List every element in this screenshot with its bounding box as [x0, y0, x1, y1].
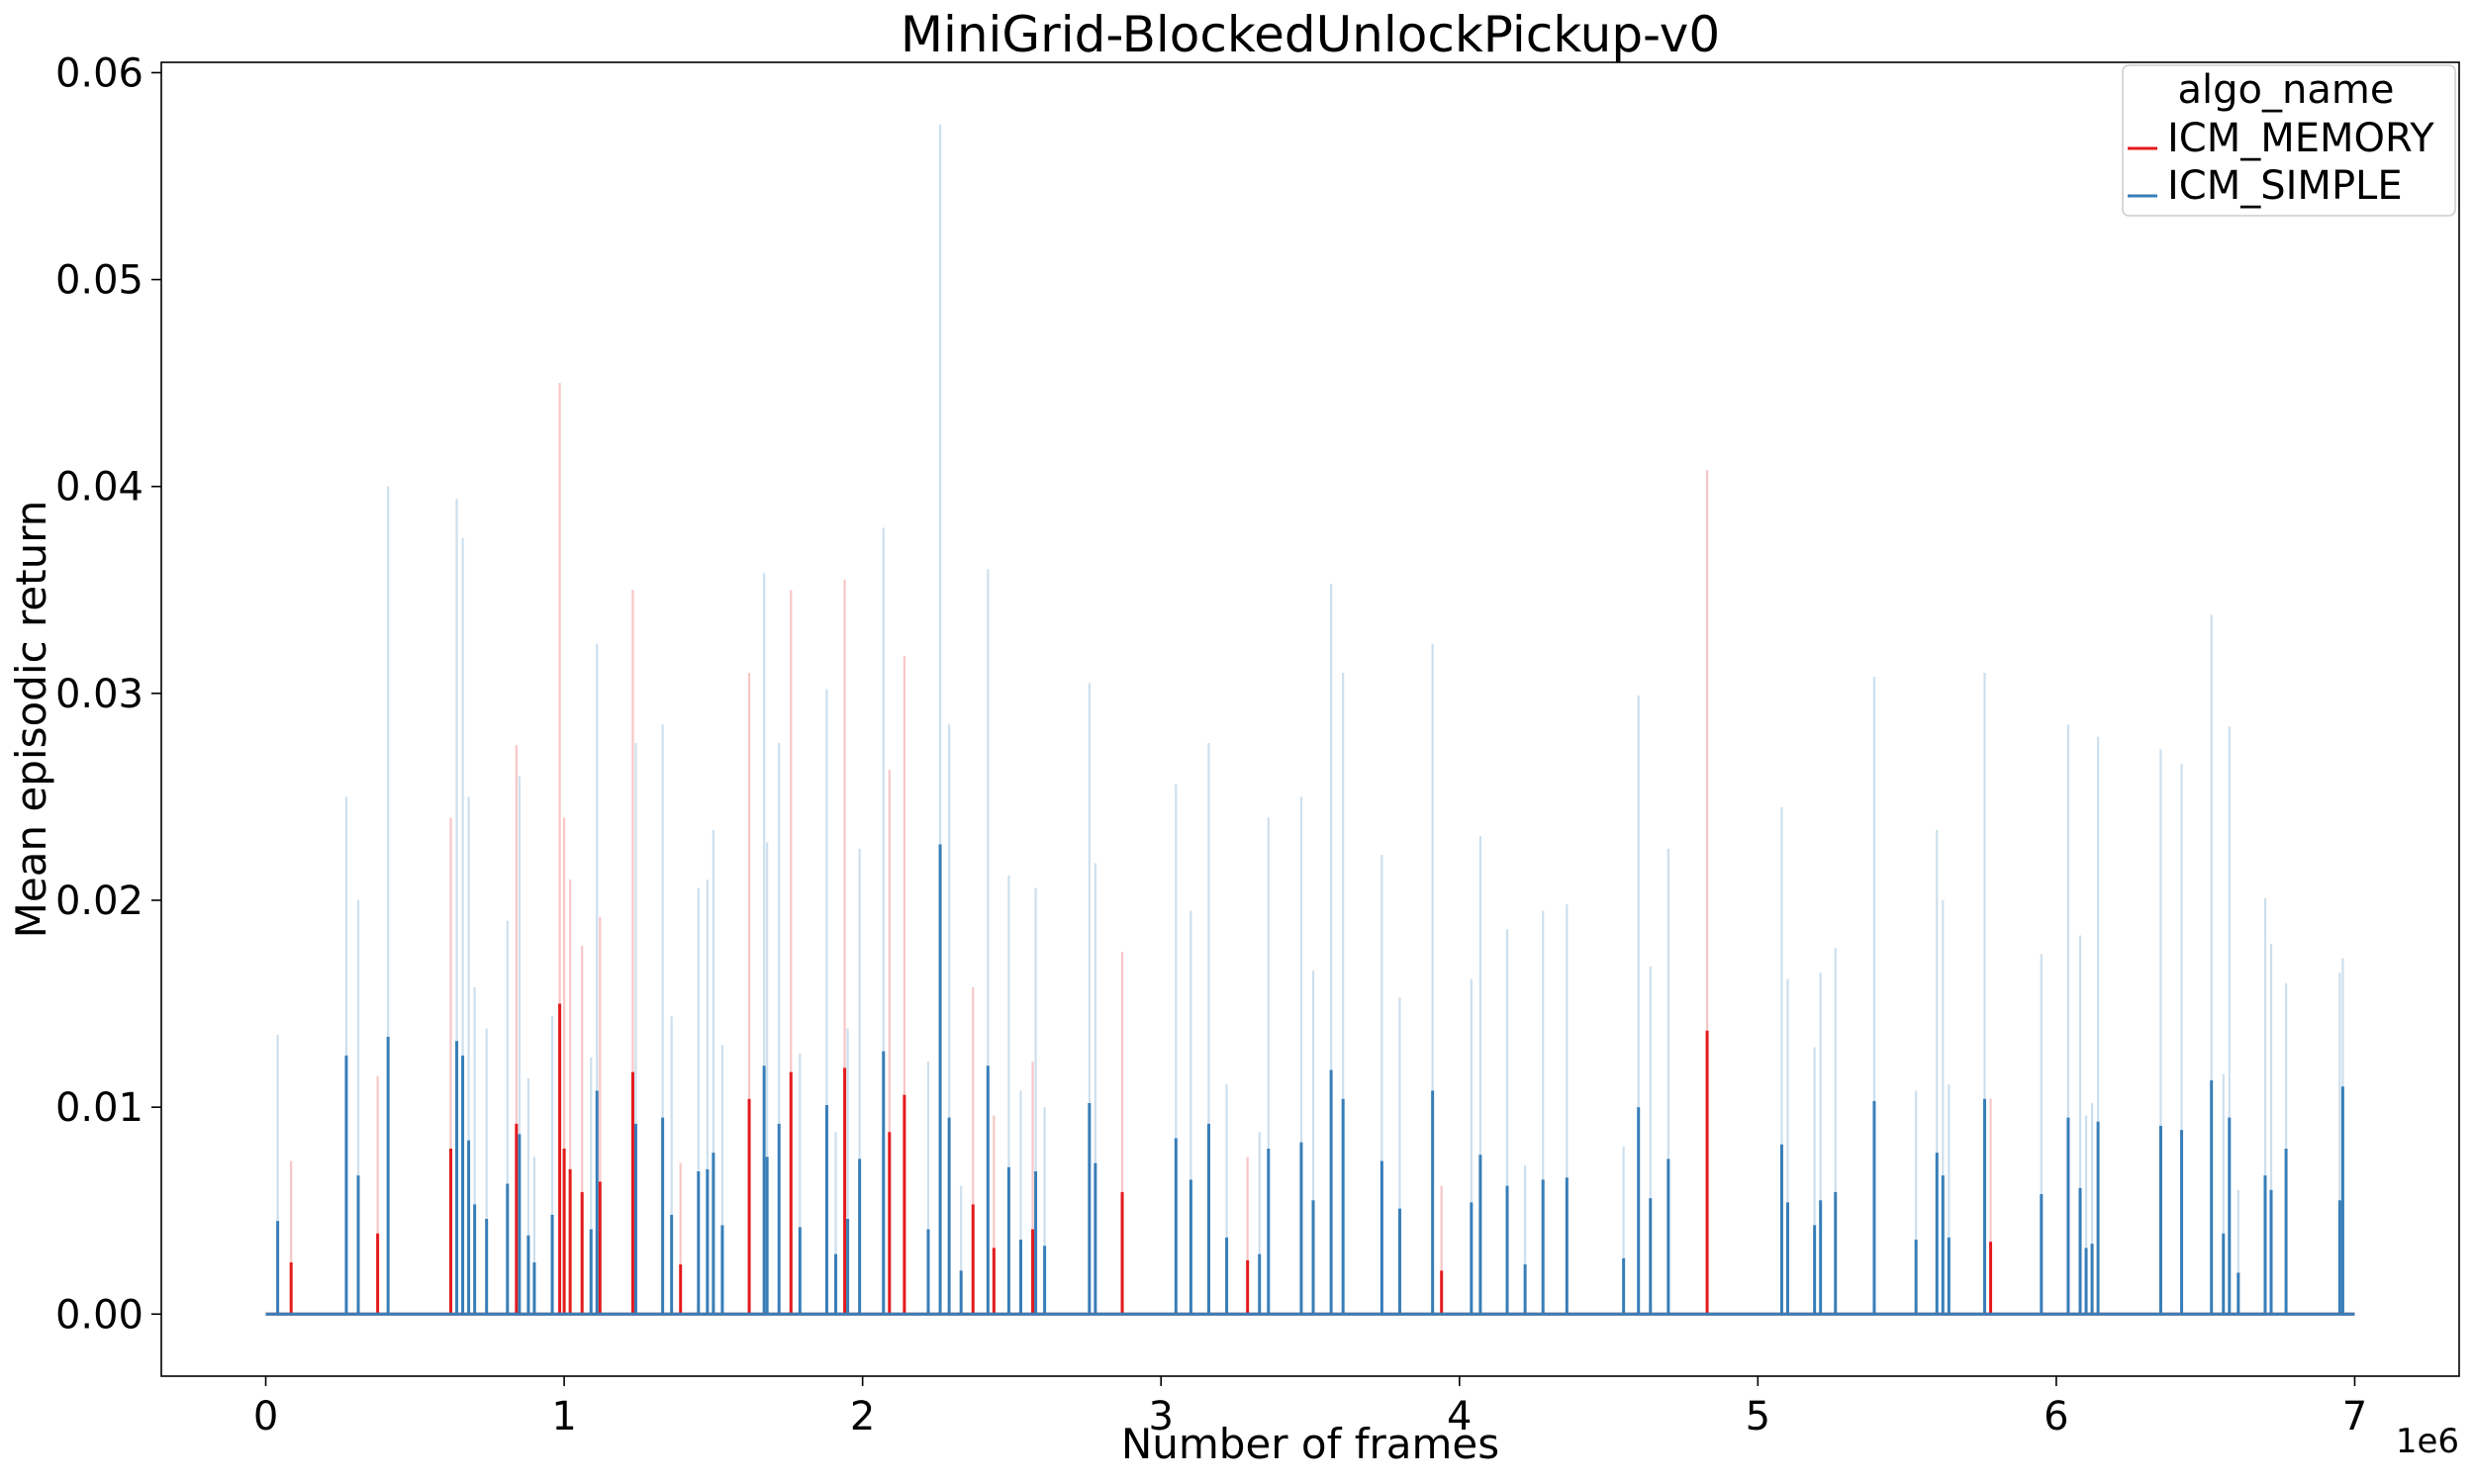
- y-tick-label: 0.05: [55, 258, 143, 304]
- x-tick-label: 6: [2044, 1394, 2068, 1439]
- x-tick-label: 1: [551, 1394, 576, 1439]
- legend: algo_name ICM_MEMORY ICM_SIMPLE: [2122, 64, 2456, 217]
- y-tick-label: 0.03: [55, 672, 143, 717]
- x-tick-label: 5: [1746, 1394, 1770, 1439]
- chart-title: MiniGrid-BlockedUnlockPickup-v0: [901, 6, 1720, 63]
- x-tick-label: 3: [1148, 1394, 1173, 1439]
- y-axis-title: Mean episodic return: [7, 501, 55, 939]
- y-tick-label: 0.06: [55, 50, 143, 96]
- legend-label-icm-simple: ICM_SIMPLE: [2167, 163, 2403, 209]
- axes-frame: [160, 61, 2460, 1377]
- legend-title: algo_name: [2178, 67, 2395, 113]
- x-tick-label: 4: [1447, 1394, 1472, 1439]
- x-tick-label: 2: [850, 1394, 875, 1439]
- legend-label-icm-memory: ICM_MEMORY: [2167, 116, 2434, 161]
- y-tick-label: 0.04: [55, 465, 143, 510]
- y-axis: 0.00 0.01 0.02 0.03 0.04 0.05 0.06: [55, 50, 161, 1338]
- y-tick-label: 0.02: [55, 879, 143, 924]
- x-axis-offset-label: 1e6: [2396, 1422, 2459, 1461]
- y-tick-label: 0.01: [55, 1085, 143, 1131]
- series-layer: [276, 124, 2344, 1315]
- x-tick-label: 0: [253, 1394, 278, 1439]
- legend-box: [2122, 64, 2456, 217]
- plot-area: [161, 62, 2459, 1376]
- y-tick-label: 0.00: [55, 1292, 143, 1338]
- x-axis-title: Number of frames: [1121, 1420, 1499, 1468]
- x-tick-label: 7: [2342, 1394, 2367, 1439]
- x-axis: 0 1 2 3 4 5 6 7: [253, 1376, 2367, 1439]
